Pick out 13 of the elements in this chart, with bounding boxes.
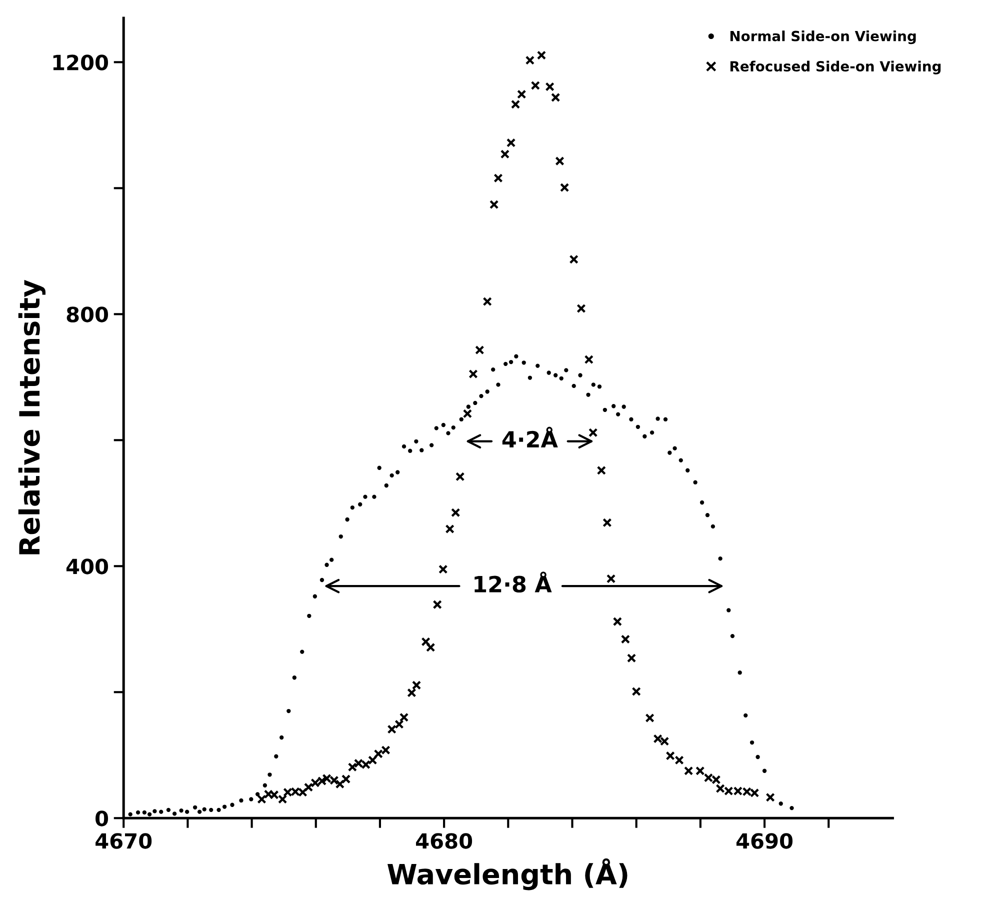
annotation: 12·8 Å [474, 572, 552, 593]
x-tick-label: 4670 [96, 833, 152, 849]
y-axis-title: Relative Intensity [18, 280, 46, 554]
y-tick-label: 0 [96, 810, 108, 826]
x-tick-label: 4680 [416, 833, 472, 849]
legend-label: Normal Side-on Viewing [730, 30, 916, 44]
y-tick-label: 400 [66, 558, 108, 574]
annotation: 4·2Å [502, 426, 558, 448]
legend-label: Refocused Side-on Viewing [730, 60, 941, 74]
x-tick-label: 4690 [736, 833, 793, 849]
x-axis-title: Wavelength (Å) [388, 858, 628, 890]
y-tick-label: 1200 [53, 54, 108, 70]
y-tick-label: 800 [66, 306, 108, 322]
